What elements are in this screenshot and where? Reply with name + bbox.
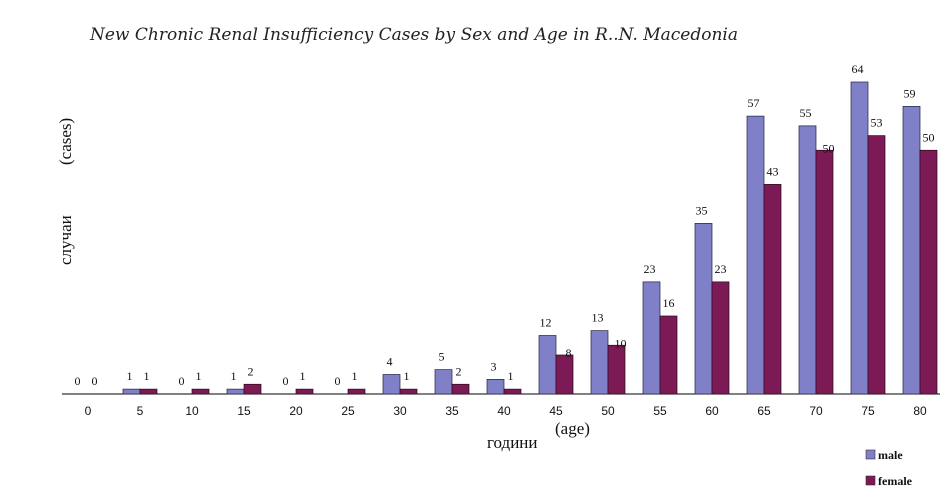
data-label-female-0: 0: [92, 374, 98, 388]
data-label-male-60: 35: [696, 203, 708, 217]
x-tick-label-10: 10: [185, 404, 199, 418]
data-label-female-5: 1: [144, 369, 150, 383]
bar-female-55: [659, 315, 678, 395]
data-label-female-45: 8: [566, 346, 572, 360]
bar-male-45: [538, 335, 557, 395]
bar-male-40: [486, 379, 505, 395]
bar-female-5: [139, 388, 158, 395]
data-label-male-20: 0: [283, 374, 289, 388]
bar-male-70: [798, 125, 817, 395]
bar-female-65: [763, 184, 782, 395]
legend-label-female: female: [878, 474, 913, 488]
x-tick-label-65: 65: [757, 404, 771, 418]
bar-female-45: [555, 354, 574, 395]
bar-female-60: [711, 281, 730, 395]
data-label-female-50: 10: [615, 336, 627, 350]
bar-male-35: [434, 369, 453, 395]
bar-male-60: [694, 223, 713, 395]
data-label-female-15: 2: [248, 364, 254, 378]
y-axis-label-en: (cases): [56, 118, 75, 165]
bar-female-40: [503, 388, 522, 395]
data-label-female-60: 23: [715, 262, 727, 276]
data-label-female-75: 53: [871, 116, 883, 130]
legend-swatch-male: [865, 449, 876, 460]
x-tick-label-45: 45: [549, 404, 563, 418]
data-label-male-5: 1: [127, 369, 133, 383]
bar-female-30: [399, 388, 418, 395]
bar-male-55: [642, 281, 661, 395]
data-label-female-70: 50: [823, 141, 835, 155]
data-label-male-50: 13: [592, 311, 604, 325]
x-tick-label-0: 0: [85, 404, 92, 418]
x-tick-label-15: 15: [237, 404, 251, 418]
data-label-male-10: 0: [179, 374, 185, 388]
bar-female-20: [295, 388, 314, 395]
bar-female-70: [815, 149, 834, 395]
bar-male-5: [122, 388, 141, 395]
x-tick-label-60: 60: [705, 404, 719, 418]
y-axis-label: случаи: [56, 215, 75, 265]
bar-female-80: [919, 149, 938, 395]
bar-male-75: [850, 81, 869, 395]
data-label-female-30: 1: [404, 369, 410, 383]
x-tick-label-55: 55: [653, 404, 667, 418]
x-tick-label-5: 5: [137, 404, 144, 418]
data-label-female-20: 1: [300, 369, 306, 383]
bar-male-50: [590, 330, 609, 395]
x-tick-label-50: 50: [601, 404, 615, 418]
data-label-male-0: 0: [75, 374, 81, 388]
bar-female-35: [451, 383, 470, 395]
data-label-male-25: 0: [335, 374, 341, 388]
bars-group: [122, 81, 938, 395]
x-tick-label-75: 75: [861, 404, 875, 418]
data-label-male-80: 59: [904, 86, 916, 100]
data-label-male-40: 3: [491, 359, 497, 373]
data-label-female-35: 2: [456, 364, 462, 378]
x-tick-label-30: 30: [393, 404, 407, 418]
data-label-female-55: 16: [663, 296, 675, 310]
x-tick-label-25: 25: [341, 404, 355, 418]
data-label-female-25: 1: [352, 369, 358, 383]
x-tick-label-80: 80: [913, 404, 927, 418]
data-label-female-10: 1: [196, 369, 202, 383]
bar-male-80: [902, 106, 921, 395]
bar-female-25: [347, 388, 366, 395]
data-label-male-55: 23: [644, 262, 656, 276]
bar-male-15: [226, 388, 245, 395]
bar-male-65: [746, 115, 765, 395]
legend-label-male: male: [878, 448, 903, 462]
data-label-female-80: 50: [923, 130, 935, 144]
data-label-male-75: 64: [852, 62, 864, 76]
bar-female-50: [607, 344, 626, 395]
data-label-male-65: 57: [748, 96, 760, 110]
chart-title: New Chronic Renal Insufficiency Cases by…: [89, 25, 738, 45]
data-label-female-40: 1: [508, 369, 514, 383]
data-label-female-65: 43: [767, 164, 779, 178]
data-label-male-70: 55: [800, 106, 812, 120]
x-tick-label-35: 35: [445, 404, 459, 418]
x-tick-label-40: 40: [497, 404, 511, 418]
legend-swatch-female: [865, 475, 876, 486]
bar-female-75: [867, 135, 886, 395]
bar-female-10: [191, 388, 210, 395]
legend: male female: [865, 448, 913, 488]
data-label-male-15: 1: [231, 369, 237, 383]
bar-female-15: [243, 383, 262, 395]
x-tick-labels-group: 0 5 10 15 20 25 30 35 40 45 50 55 60 65 70 75 80: [85, 404, 927, 418]
x-axis-label: години: [487, 433, 538, 452]
x-tick-label-20: 20: [289, 404, 303, 418]
x-axis-label-en: (age): [555, 419, 590, 438]
bar-male-30: [382, 374, 401, 395]
data-label-male-35: 5: [439, 350, 445, 364]
x-tick-label-70: 70: [809, 404, 823, 418]
data-label-male-30: 4: [387, 355, 393, 369]
data-label-male-45: 12: [540, 316, 552, 330]
